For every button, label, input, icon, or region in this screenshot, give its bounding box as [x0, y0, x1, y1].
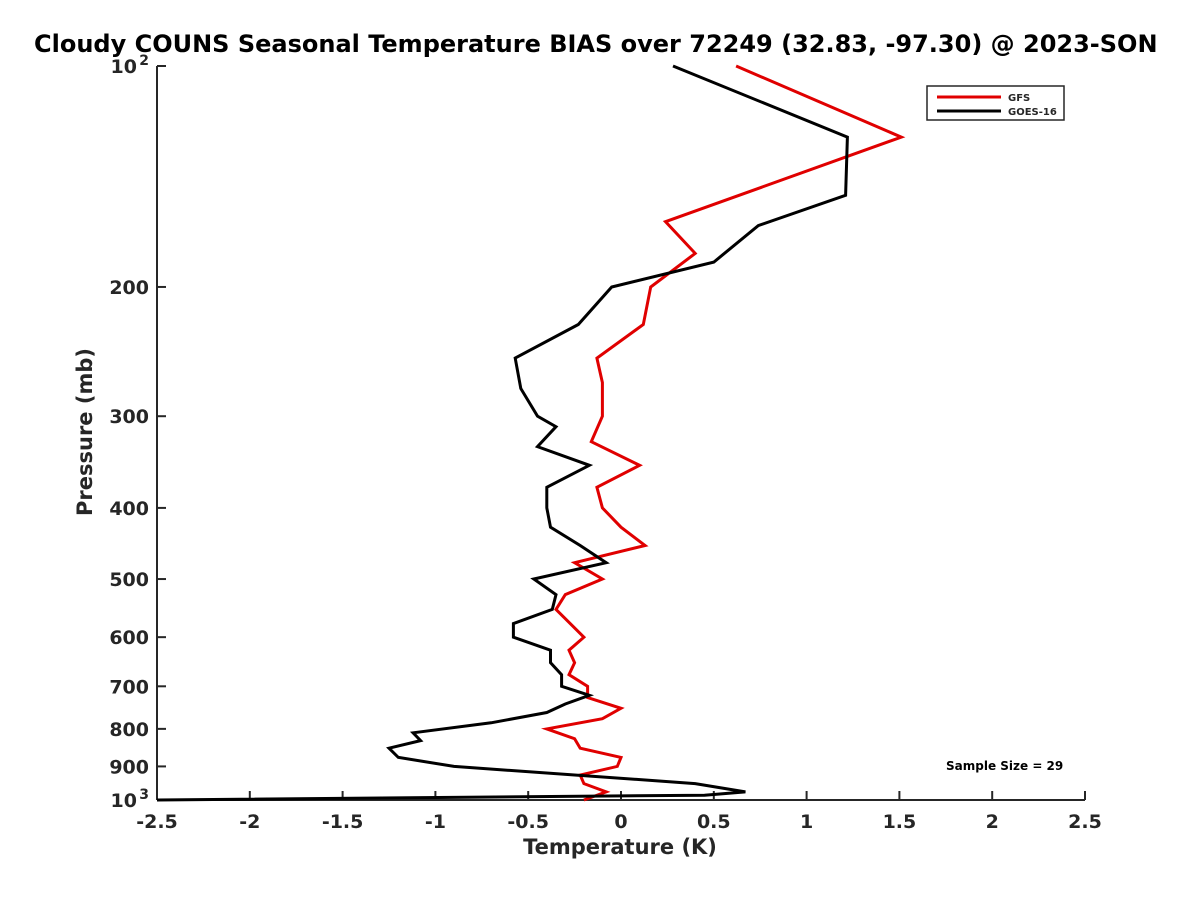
y-tick-label: 600 [109, 627, 149, 649]
y-tick-label: 10 [111, 790, 137, 812]
chart-title: Cloudy COUNS Seasonal Temperature BIAS o… [34, 30, 1158, 58]
series-layer [156, 64, 906, 802]
y-tick-exponent: 3 [139, 787, 149, 803]
y-tick-label: 800 [109, 719, 149, 741]
legend-box [926, 85, 1065, 121]
y-tick-label: 10 [111, 56, 137, 78]
y-tick-label: 200 [109, 277, 149, 299]
x-tick-label: -1 [425, 811, 446, 833]
legend-label: GFS [1008, 93, 1030, 104]
axes: -2.5 -2 -1.5 -1 -0.5 0 0.5 1 1.5 2 2.510 2200300400… [109, 53, 1102, 833]
series-line-gfs [540, 64, 906, 802]
series-line-goes-16 [156, 64, 849, 802]
y-tick-label: 500 [109, 569, 149, 591]
sample-size-annotation: Sample Size = 29 [946, 759, 1064, 773]
y-tick-label: 400 [109, 498, 149, 520]
legend-label: GOES-16 [1008, 107, 1057, 118]
x-tick-label: 0.5 [697, 811, 731, 833]
y-tick-label: 900 [109, 756, 149, 778]
x-tick-label: 2.5 [1068, 811, 1102, 833]
x-tick-label: 1 [800, 811, 813, 833]
x-tick-label: 2 [986, 811, 999, 833]
x-tick-label: -2.5 [136, 811, 178, 833]
y-tick-exponent: 2 [139, 53, 149, 69]
x-tick-label: -2 [239, 811, 260, 833]
x-tick-label: 1.5 [883, 811, 917, 833]
y-tick-label: 700 [109, 676, 149, 698]
legend: GFS GOES-16 [926, 85, 1065, 121]
y-axis-label: Pressure (mb) [73, 348, 97, 516]
x-tick-label: 0 [614, 811, 627, 833]
y-tick-label: 300 [109, 406, 149, 428]
x-tick-label: -0.5 [507, 811, 549, 833]
x-tick-label: -1.5 [322, 811, 364, 833]
x-axis-label: Temperature (K) [523, 835, 717, 859]
